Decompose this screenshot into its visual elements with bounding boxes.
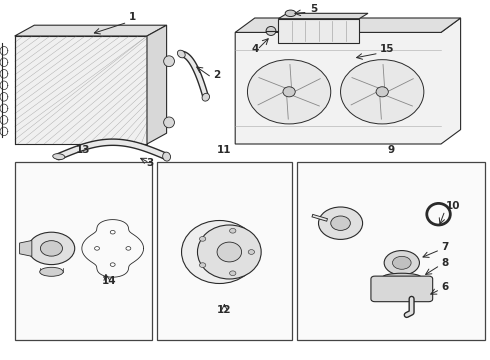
- Text: 13: 13: [76, 145, 91, 155]
- Text: 3: 3: [146, 158, 153, 168]
- Ellipse shape: [384, 251, 419, 275]
- Ellipse shape: [110, 230, 115, 234]
- Ellipse shape: [110, 263, 115, 266]
- Ellipse shape: [247, 60, 331, 124]
- Ellipse shape: [392, 256, 411, 269]
- Ellipse shape: [163, 152, 171, 161]
- Ellipse shape: [199, 237, 206, 241]
- Text: 1: 1: [129, 12, 136, 22]
- Ellipse shape: [182, 220, 258, 284]
- Polygon shape: [235, 18, 461, 144]
- Bar: [15, 162, 152, 340]
- Polygon shape: [235, 18, 461, 32]
- Ellipse shape: [229, 229, 236, 233]
- Ellipse shape: [40, 241, 62, 256]
- Text: 14: 14: [102, 276, 117, 287]
- Ellipse shape: [126, 247, 131, 250]
- Ellipse shape: [217, 242, 242, 262]
- Text: 5: 5: [310, 4, 317, 14]
- Ellipse shape: [199, 263, 206, 267]
- Ellipse shape: [177, 50, 185, 58]
- Ellipse shape: [197, 225, 261, 279]
- Polygon shape: [20, 240, 32, 256]
- Bar: [297, 162, 485, 340]
- Text: 4: 4: [251, 44, 259, 54]
- Ellipse shape: [283, 87, 295, 97]
- Ellipse shape: [164, 56, 174, 67]
- Text: 12: 12: [217, 305, 232, 315]
- FancyBboxPatch shape: [371, 276, 433, 302]
- Ellipse shape: [318, 207, 363, 239]
- Ellipse shape: [53, 154, 65, 159]
- Text: 6: 6: [441, 282, 448, 292]
- Text: 10: 10: [446, 201, 461, 211]
- Ellipse shape: [331, 216, 350, 230]
- Polygon shape: [15, 25, 167, 36]
- Bar: [157, 162, 292, 340]
- Ellipse shape: [40, 267, 63, 276]
- Ellipse shape: [202, 93, 210, 101]
- Ellipse shape: [164, 117, 174, 128]
- Text: 9: 9: [388, 145, 394, 155]
- Polygon shape: [15, 36, 147, 144]
- Text: 8: 8: [441, 258, 448, 268]
- Text: 7: 7: [441, 242, 448, 252]
- Ellipse shape: [95, 247, 99, 250]
- Ellipse shape: [229, 271, 236, 275]
- Bar: [278, 19, 359, 43]
- Text: 11: 11: [217, 145, 231, 155]
- Ellipse shape: [376, 87, 388, 97]
- Ellipse shape: [248, 250, 255, 255]
- Polygon shape: [147, 25, 167, 144]
- Ellipse shape: [285, 10, 296, 17]
- Polygon shape: [278, 13, 368, 19]
- Text: 2: 2: [213, 71, 220, 81]
- Ellipse shape: [383, 273, 421, 281]
- Ellipse shape: [266, 27, 276, 36]
- Ellipse shape: [28, 232, 74, 265]
- Ellipse shape: [341, 60, 424, 124]
- Text: 15: 15: [380, 44, 394, 54]
